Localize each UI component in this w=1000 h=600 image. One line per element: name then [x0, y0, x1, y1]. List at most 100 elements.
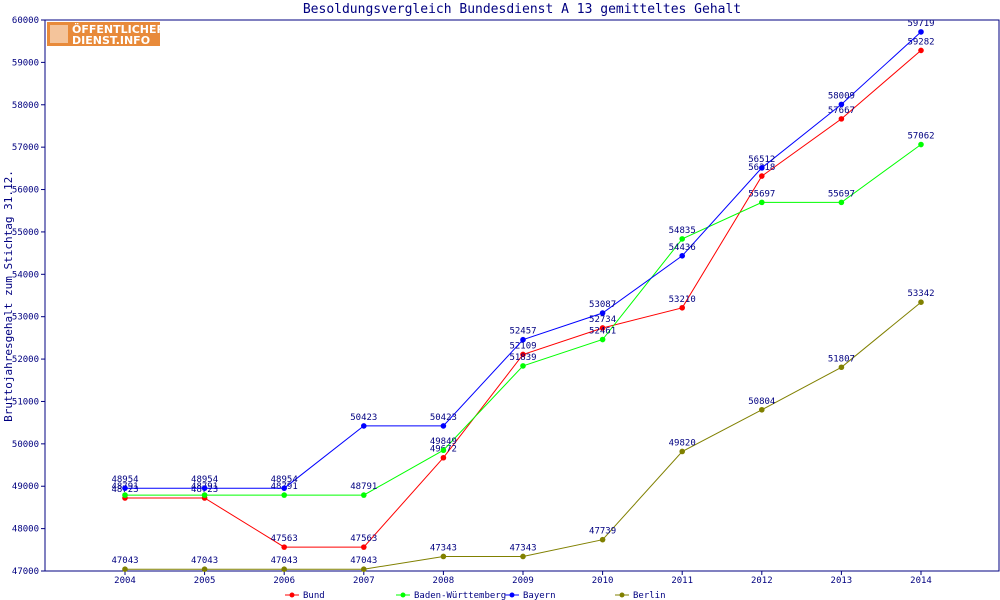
- legend-label-bayern: Bayern: [523, 591, 556, 600]
- logo-line2: DIENST.INFO: [72, 34, 150, 47]
- data-label-berlin: 47343: [509, 543, 536, 553]
- data-label-baden-w-rttemberg: 48791: [350, 482, 377, 492]
- data-point-bund: [918, 47, 924, 54]
- data-point-bayern: [520, 336, 526, 343]
- data-label-berlin: 49820: [669, 438, 696, 448]
- data-point-baden-w-rttemberg: [122, 492, 128, 498]
- data-label-bayern: 48954: [271, 475, 298, 485]
- legend-marker-berlin: [619, 592, 625, 598]
- x-axis: 2004 2005 2006 2007 2008 2009 2010 2011 2012 2013…: [114, 571, 932, 586]
- data-label-baden-w-rttemberg: 57062: [907, 132, 934, 142]
- data-point-baden-w-rttemberg: [520, 363, 526, 369]
- legend-label-berlin: Berlin: [633, 591, 666, 600]
- data-point-berlin: [281, 566, 288, 572]
- data-point-bund: [440, 454, 447, 461]
- y-tick-label: 47000: [12, 567, 39, 577]
- data-point-bayern: [201, 485, 208, 491]
- data-point-bund: [281, 544, 288, 550]
- data-point-baden-w-rttemberg: [759, 199, 765, 206]
- y-tick-label: 52000: [12, 355, 39, 365]
- data-label-berlin: 47043: [350, 556, 377, 566]
- y-tick-label: 48000: [12, 525, 39, 535]
- data-label-bund: 57667: [828, 106, 855, 116]
- data-point-bund: [520, 351, 526, 358]
- legend-label-bund: Bund: [303, 591, 325, 600]
- y-tick-label: 59000: [12, 58, 39, 68]
- data-point-bund: [361, 544, 367, 550]
- x-tick-label: 2007: [353, 576, 375, 586]
- x-tick-label: 2006: [273, 576, 295, 586]
- data-label-baden-w-rttemberg: 54835: [669, 226, 696, 236]
- data-point-berlin: [599, 536, 606, 543]
- data-point-berlin: [918, 299, 924, 305]
- data-point-baden-w-rttemberg: [361, 492, 367, 498]
- chart-title: Besoldungsvergleich Bundesdienst A 13 ge…: [303, 2, 741, 17]
- legend-marker-bayern: [509, 592, 515, 598]
- data-label-baden-w-rttemberg: 52461: [589, 327, 616, 337]
- data-point-bund: [599, 325, 606, 331]
- data-point-berlin: [759, 406, 765, 413]
- x-tick-label: 2011: [671, 576, 693, 586]
- data-label-berlin: 50804: [748, 397, 775, 407]
- y-tick-label: 58000: [12, 101, 39, 111]
- data-label-berlin: 53342: [907, 289, 934, 299]
- data-point-baden-w-rttemberg: [201, 492, 208, 498]
- data-label-bayern: 48954: [191, 475, 218, 485]
- data-label-bund: 47563: [271, 534, 298, 544]
- y-tick-label: 51000: [12, 397, 39, 407]
- site-logo: ÖFFENTLICHER DIENST.INFO: [47, 22, 165, 47]
- data-label-bund: 52734: [589, 315, 616, 325]
- data-point-bayern: [759, 165, 765, 171]
- data-point-bund: [759, 173, 765, 179]
- data-label-bayern: 59719: [907, 19, 934, 29]
- x-tick-label: 2010: [592, 576, 614, 586]
- data-point-baden-w-rttemberg: [679, 236, 685, 242]
- data-label-berlin: 47343: [430, 543, 457, 553]
- data-point-bayern: [361, 423, 367, 429]
- data-point-baden-w-rttemberg: [599, 336, 606, 343]
- y-tick-label: 57000: [12, 143, 39, 153]
- legend-label-baden-w-rttemberg: Baden-Württemberg: [414, 591, 506, 600]
- data-label-berlin: 47043: [271, 556, 298, 566]
- legend: Bund Baden-Württemberg Bayern Berlin: [285, 591, 666, 600]
- x-tick-label: 2008: [433, 576, 455, 586]
- legend-marker-bund: [289, 592, 295, 598]
- data-label-bayern: 54436: [669, 243, 696, 253]
- data-label-baden-w-rttemberg: 55697: [748, 189, 775, 199]
- data-label-bayern: 48954: [111, 475, 138, 485]
- data-label-berlin: 47043: [191, 556, 218, 566]
- logo-mark-icon: [50, 25, 68, 43]
- legend-marker-baden-w-rttemberg: [400, 592, 406, 598]
- data-point-bayern: [281, 485, 288, 491]
- data-point-bayern: [122, 485, 128, 491]
- plot-frame: [44, 19, 1000, 572]
- data-point-baden-w-rttemberg: [281, 492, 288, 498]
- y-tick-label: 54000: [12, 270, 39, 280]
- data-point-berlin: [361, 566, 367, 572]
- series-line-bund: [125, 50, 922, 548]
- data-point-bayern: [918, 29, 924, 35]
- data-label-bayern: 53087: [589, 300, 616, 310]
- y-axis: 47000 48000 49000 50000 51000 52000 53000 54000…: [12, 16, 45, 577]
- data-point-berlin: [201, 566, 208, 572]
- data-label-bund: 47563: [350, 534, 377, 544]
- data-label-berlin: 47739: [589, 527, 616, 537]
- data-label-bund: 59282: [907, 37, 934, 47]
- data-point-bayern: [440, 423, 447, 429]
- data-label-baden-w-rttemberg: 55697: [828, 189, 855, 199]
- y-tick-label: 55000: [12, 228, 39, 238]
- data-point-baden-w-rttemberg: [440, 447, 447, 454]
- y-axis-title: Bruttojahresgehalt zum Stichtag 31.12.: [2, 170, 15, 422]
- x-tick-label: 2005: [194, 576, 216, 586]
- data-point-bund: [838, 116, 845, 122]
- data-label-baden-w-rttemberg: 51839: [509, 353, 536, 363]
- series-group: 4872348723475634756349672521095273453210…: [111, 19, 935, 572]
- y-tick-label: 50000: [12, 440, 39, 450]
- data-label-bayern: 50423: [430, 413, 457, 423]
- data-label-baden-w-rttemberg: 49849: [430, 437, 457, 447]
- data-point-baden-w-rttemberg: [918, 141, 924, 148]
- data-point-bayern: [679, 253, 685, 259]
- x-tick-label: 2014: [910, 576, 932, 586]
- y-tick-label: 49000: [12, 482, 39, 492]
